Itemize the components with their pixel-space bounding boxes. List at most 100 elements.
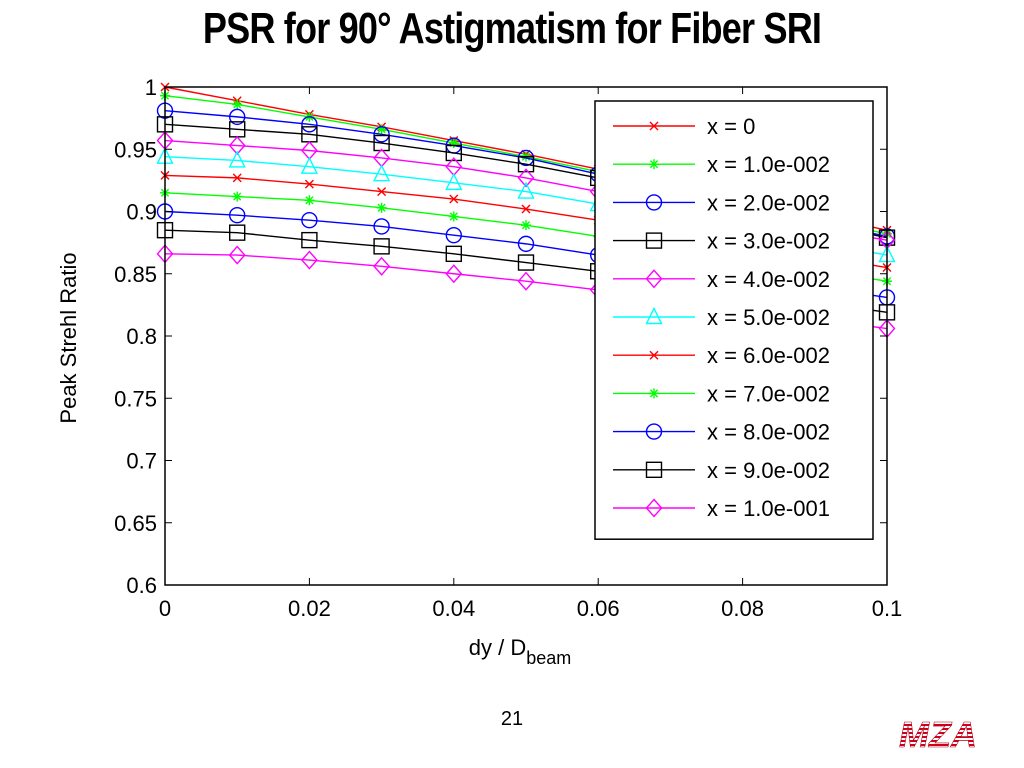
legend-label: x = 2.0e-002: [707, 190, 830, 215]
data-point: [517, 254, 535, 271]
legend-label: x = 7.0e-002: [707, 381, 830, 406]
data-point: [300, 156, 319, 174]
y-tick-label: 0.65: [114, 511, 157, 536]
data-point: [301, 231, 318, 249]
series-line: [164, 253, 888, 330]
x-tick-label: 0.02: [288, 596, 331, 621]
data-point: [232, 99, 243, 110]
data-point: [445, 245, 462, 263]
legend-entry: x = 1.0e-002: [613, 152, 830, 177]
data-point: [232, 173, 242, 183]
data-point: [373, 256, 391, 276]
page-number: 21: [500, 708, 524, 730]
mza-logo: MZA: [899, 716, 978, 752]
legend-entry: x = 1.0e-001: [613, 496, 830, 521]
data-point: [228, 224, 246, 241]
legend-marker: [649, 159, 659, 170]
legend-marker: [645, 498, 663, 518]
series-line: [164, 109, 888, 238]
data-point: [517, 168, 535, 188]
data-point: [445, 172, 463, 191]
data-point: [517, 181, 535, 199]
legend: x = 0 x = 1.0e-002 x = 2.0e-002 x = 3.0e-00…: [594, 100, 874, 540]
y-tick-label: 0.85: [114, 262, 157, 287]
legend-label: x = 9.0e-002: [707, 458, 830, 483]
x-axis-label-main: dy / D: [469, 635, 526, 660]
data-point: [300, 250, 318, 270]
data-point: [376, 202, 387, 213]
data-point: [517, 155, 535, 173]
x-tick-label: 0.06: [577, 596, 620, 621]
legend-label: x = 6.0e-002: [707, 343, 830, 368]
data-point: [373, 126, 390, 143]
data-point: [304, 179, 314, 189]
x-tick-label: 0: [159, 596, 171, 621]
legend-entry: x = 0: [613, 114, 755, 139]
legend-label: x = 5.0e-002: [707, 305, 830, 330]
y-tick-label: 1: [145, 75, 157, 100]
series-line: [164, 174, 888, 269]
data-point: [449, 194, 459, 204]
data-point: [376, 124, 387, 135]
data-point: [228, 245, 246, 265]
legend-entry: x = 7.0e-002: [613, 381, 830, 406]
legend-entry: x = 2.0e-002: [613, 190, 830, 215]
legend-label: x = 3.0e-002: [707, 229, 830, 254]
legend-marker: [649, 388, 659, 399]
legend-box: [594, 100, 874, 540]
legend-marker: [645, 423, 663, 440]
data-point: [373, 238, 390, 255]
data-point: [445, 264, 463, 284]
data-point: [228, 108, 246, 126]
data-point: [373, 134, 390, 152]
data-point: [521, 220, 531, 231]
data-point: [517, 271, 535, 291]
series-line: [164, 139, 888, 241]
data-point: [301, 116, 318, 133]
x-tick-label: 0.08: [721, 596, 764, 621]
y-tick-label: 0.75: [114, 386, 157, 411]
legend-marker: [645, 194, 663, 211]
data-point: [377, 187, 387, 197]
legend-marker: [645, 232, 663, 249]
legend-label: x = 0: [707, 114, 755, 139]
svg-text:MZA: MZA: [899, 716, 977, 752]
legend-marker: [645, 461, 663, 478]
series-line: [164, 95, 888, 235]
x-tick-label: 0.04: [432, 596, 475, 621]
legend-label: x = 1.0e-002: [707, 152, 830, 177]
data-point: [232, 191, 243, 202]
y-axis-label: Peak Strehl Ratio: [56, 252, 81, 423]
series-line: [164, 86, 888, 231]
data-point: [304, 195, 315, 206]
legend-entry: x = 3.0e-002: [613, 229, 830, 254]
axes: 0 0.02 0.04 0.06 0.08 0.1 0.6 0.65 0.7 0.75 0.8 0.8…: [114, 75, 902, 621]
line-chart: 0 0.02 0.04 0.06 0.08 0.1 0.6 0.65 0.7 0.75 0.8 0.8…: [56, 75, 902, 668]
legend-label: x = 8.0e-002: [707, 420, 830, 445]
series-line: [164, 156, 888, 256]
y-tick-label: 0.9: [126, 200, 157, 225]
x-axis-label: dy / Dbeam: [469, 635, 572, 668]
x-tick-label: 0.1: [872, 596, 903, 621]
data-point: [445, 226, 462, 244]
legend-entry: x = 8.0e-002: [613, 420, 830, 445]
data-point: [448, 211, 459, 222]
data-point: [372, 164, 391, 182]
legend-label: x = 4.0e-002: [707, 267, 830, 292]
series-line: [164, 229, 888, 314]
legend-label: x = 1.0e-001: [707, 496, 830, 521]
data-point: [521, 204, 531, 214]
legend-marker: [649, 121, 659, 131]
legend-marker: [645, 306, 663, 325]
y-tick-label: 0.95: [114, 137, 157, 162]
data-point: [373, 218, 390, 235]
y-tick-label: 0.7: [126, 449, 157, 474]
data-point: [517, 235, 535, 253]
legend-marker: [645, 269, 663, 289]
data-point: [228, 207, 246, 224]
data-point: [445, 144, 462, 162]
data-point: [301, 212, 318, 229]
x-axis-label-subscript: beam: [526, 648, 571, 668]
y-tick-label: 0.8: [126, 324, 157, 349]
legend-entry: x = 6.0e-002: [613, 343, 830, 368]
